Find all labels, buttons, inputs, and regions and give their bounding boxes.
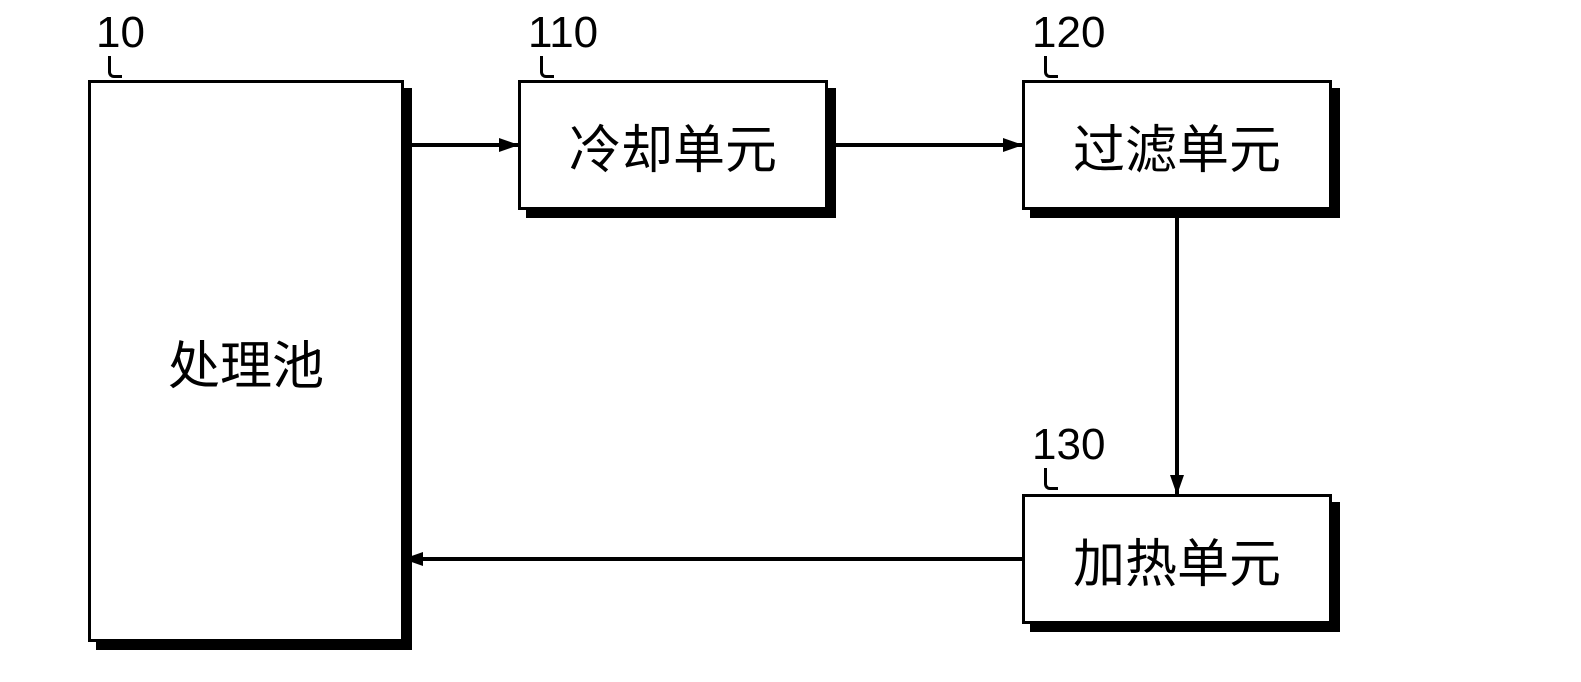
filter-ref: 120: [1032, 8, 1105, 58]
cooling-ref: 110: [528, 8, 598, 58]
tank-box: 处理池: [88, 80, 404, 642]
heater-ref: 130: [1032, 420, 1105, 470]
cooling-tick: [540, 56, 554, 78]
cooling-label: 冷却单元: [569, 108, 777, 183]
tank-label: 处理池: [168, 324, 324, 399]
heater-box: 加热单元: [1022, 494, 1332, 624]
tank-tick: [108, 56, 122, 78]
heater-label: 加热单元: [1073, 522, 1281, 597]
cooling-box: 冷却单元: [518, 80, 828, 210]
heater-tick: [1044, 468, 1058, 490]
filter-label: 过滤单元: [1073, 108, 1281, 183]
filter-box: 过滤单元: [1022, 80, 1332, 210]
filter-tick: [1044, 56, 1058, 78]
tank-ref: 10: [96, 8, 145, 58]
